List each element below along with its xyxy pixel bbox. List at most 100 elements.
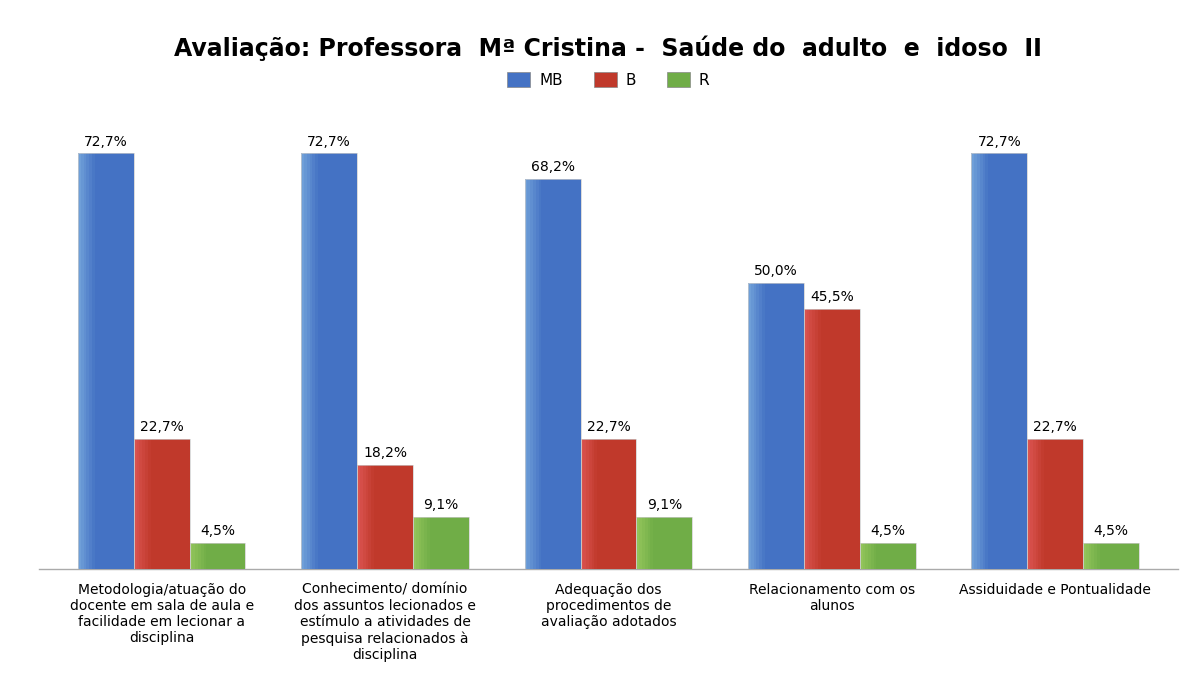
Bar: [78, 153, 81, 569]
Bar: [907, 543, 910, 569]
Bar: [598, 439, 600, 569]
Bar: [223, 543, 225, 569]
Bar: [1083, 543, 1086, 569]
Bar: [542, 179, 544, 569]
Bar: [229, 543, 231, 569]
Bar: [567, 179, 569, 569]
Bar: [140, 439, 142, 569]
Bar: [1055, 439, 1058, 569]
Bar: [979, 153, 983, 569]
Bar: [1021, 153, 1025, 569]
Bar: [1050, 439, 1052, 569]
Bar: [896, 543, 898, 569]
Bar: [390, 464, 394, 569]
Bar: [1123, 543, 1125, 569]
Bar: [94, 153, 98, 569]
Bar: [835, 309, 837, 569]
Bar: [240, 543, 242, 569]
Bar: [748, 283, 804, 569]
Bar: [1025, 153, 1027, 569]
Bar: [888, 543, 890, 569]
Bar: [1075, 439, 1077, 569]
Bar: [212, 543, 215, 569]
Bar: [344, 153, 346, 569]
Bar: [636, 517, 692, 569]
Bar: [857, 309, 860, 569]
Bar: [885, 543, 888, 569]
Bar: [319, 153, 321, 569]
Bar: [357, 464, 413, 569]
Bar: [633, 439, 636, 569]
Bar: [804, 309, 860, 569]
Bar: [310, 153, 313, 569]
Bar: [1036, 439, 1038, 569]
Bar: [154, 439, 156, 569]
Bar: [606, 439, 608, 569]
Bar: [642, 517, 644, 569]
Bar: [184, 439, 187, 569]
Bar: [365, 464, 369, 569]
Bar: [877, 543, 879, 569]
Bar: [352, 153, 354, 569]
Bar: [648, 517, 650, 569]
Text: 4,5%: 4,5%: [1094, 525, 1129, 538]
Bar: [179, 439, 181, 569]
Bar: [525, 179, 581, 569]
Bar: [669, 517, 673, 569]
Bar: [156, 439, 159, 569]
Bar: [525, 179, 527, 569]
Bar: [779, 283, 781, 569]
Bar: [221, 543, 223, 569]
Bar: [575, 179, 577, 569]
Bar: [583, 439, 586, 569]
Bar: [644, 517, 648, 569]
Bar: [904, 543, 907, 569]
Bar: [1010, 153, 1013, 569]
Bar: [631, 439, 633, 569]
Bar: [1106, 543, 1108, 569]
Bar: [92, 153, 94, 569]
Bar: [971, 153, 975, 569]
Bar: [307, 153, 310, 569]
Bar: [446, 517, 450, 569]
Bar: [357, 464, 360, 569]
Bar: [1131, 543, 1133, 569]
Bar: [131, 153, 134, 569]
Bar: [1125, 543, 1127, 569]
Bar: [379, 464, 382, 569]
Bar: [806, 309, 810, 569]
Bar: [594, 439, 598, 569]
Bar: [827, 309, 829, 569]
Bar: [81, 153, 84, 569]
Bar: [675, 517, 679, 569]
Bar: [773, 283, 775, 569]
Legend: MB, B, R: MB, B, R: [500, 64, 717, 95]
Bar: [460, 517, 463, 569]
Bar: [89, 153, 92, 569]
Bar: [444, 517, 446, 569]
Bar: [775, 283, 779, 569]
Bar: [589, 439, 592, 569]
Bar: [119, 153, 123, 569]
Bar: [1041, 439, 1044, 569]
Bar: [771, 283, 773, 569]
Bar: [1038, 439, 1041, 569]
Text: 4,5%: 4,5%: [870, 525, 905, 538]
Bar: [190, 543, 192, 569]
Bar: [313, 153, 315, 569]
Bar: [796, 283, 798, 569]
Bar: [628, 439, 631, 569]
Bar: [142, 439, 146, 569]
Text: 4,5%: 4,5%: [200, 525, 235, 538]
Bar: [125, 153, 128, 569]
Bar: [977, 153, 979, 569]
Bar: [237, 543, 240, 569]
Bar: [167, 439, 171, 569]
Bar: [614, 439, 617, 569]
Bar: [217, 543, 221, 569]
Bar: [611, 439, 614, 569]
Bar: [315, 153, 319, 569]
Bar: [1081, 439, 1083, 569]
Bar: [134, 439, 136, 569]
Bar: [661, 517, 665, 569]
